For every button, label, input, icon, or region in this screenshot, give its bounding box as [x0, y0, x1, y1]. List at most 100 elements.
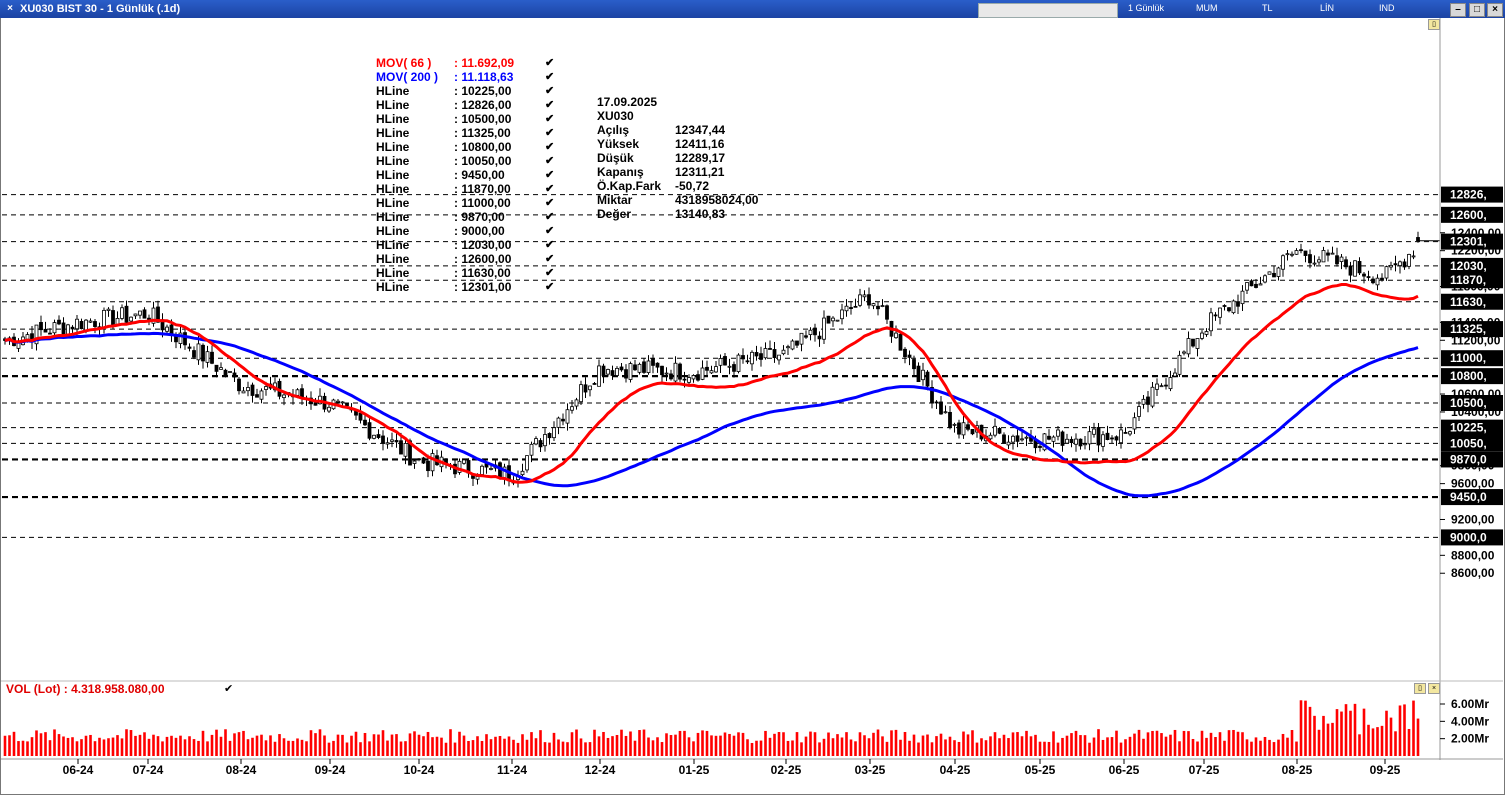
candle-body	[592, 383, 597, 385]
volume-bar	[71, 737, 74, 756]
check-icon[interactable]: ✔	[545, 85, 555, 97]
candle-body	[1056, 429, 1060, 437]
check-icon[interactable]: ✔	[545, 71, 555, 83]
close-icon[interactable]: ×	[7, 3, 13, 14]
candle-body	[1411, 255, 1416, 258]
volume-bar	[363, 732, 367, 756]
volume-bar	[836, 734, 839, 756]
volume-bar	[1250, 741, 1253, 756]
volume-bar	[939, 733, 943, 756]
hline-label: 9000,0	[1450, 530, 1487, 544]
check-icon[interactable]: ✔	[545, 141, 555, 153]
candle-body	[475, 476, 480, 480]
volume-bar	[116, 735, 119, 756]
candle-body	[574, 399, 579, 407]
period-button[interactable]: 1 Günlük	[1128, 3, 1165, 13]
check-icon[interactable]: ✔	[545, 197, 555, 209]
candle-body	[210, 351, 214, 364]
info-symbol: XU030	[597, 109, 634, 123]
candle-body	[34, 324, 39, 345]
check-icon[interactable]: ✔	[545, 113, 555, 125]
candle-body	[1308, 254, 1312, 264]
candle-body	[894, 332, 898, 339]
volume-panel-button[interactable]: ▯	[1414, 683, 1426, 694]
candle-body	[138, 310, 142, 316]
volume-bar	[557, 739, 560, 756]
volume-bar	[570, 732, 574, 756]
currency-button[interactable]: TL	[1262, 3, 1273, 13]
check-icon[interactable]: ✔	[545, 225, 555, 237]
x-tick-label: 08-25	[1282, 763, 1313, 777]
candle-body	[426, 460, 430, 472]
volume-bar	[800, 742, 803, 756]
volume-bar	[719, 735, 722, 756]
candle-body	[385, 442, 390, 445]
volume-bar	[647, 737, 650, 756]
candle-body	[246, 387, 250, 392]
candle-body	[381, 435, 385, 444]
check-icon[interactable]: ✔	[545, 169, 555, 181]
candle-body	[952, 423, 957, 426]
candle-body	[363, 419, 367, 426]
volume-bar	[395, 734, 398, 756]
candle-body	[1168, 377, 1173, 390]
check-icon[interactable]: ✔	[545, 99, 555, 111]
check-icon[interactable]: ✔	[545, 253, 555, 265]
scale-button[interactable]: LİN	[1320, 3, 1335, 13]
volume-bar	[296, 738, 299, 756]
volume-bar	[170, 735, 173, 756]
volume-bar	[1110, 737, 1114, 756]
volume-bar	[1205, 737, 1208, 756]
candle-body	[687, 377, 691, 383]
volume-bar	[728, 733, 731, 756]
candle-body	[939, 401, 943, 415]
volume-bar	[1196, 741, 1199, 756]
indicators-button[interactable]: IND	[1379, 3, 1395, 13]
volume-check-icon[interactable]: ✔	[224, 683, 234, 695]
check-icon[interactable]: ✔	[545, 239, 555, 251]
candle-body	[813, 327, 817, 336]
volume-tick-label: 2.00Mr	[1451, 732, 1489, 746]
candle-body	[588, 385, 592, 391]
candle-body	[876, 305, 880, 310]
candle-body	[651, 357, 655, 366]
volume-bar	[372, 734, 376, 756]
candle-body	[732, 364, 736, 372]
window-close-icon[interactable]: ×	[1487, 3, 1503, 17]
volume-bar	[102, 739, 106, 756]
toolbar-icons[interactable]	[978, 3, 1118, 18]
volume-bar	[1187, 731, 1190, 756]
minimize-icon[interactable]: –	[1450, 3, 1466, 17]
volume-bar	[525, 739, 529, 756]
check-icon[interactable]: ✔	[545, 127, 555, 139]
window-titlebar: × XU030 BIST 30 - 1 Günlük (.1d) 1 Günlü…	[0, 0, 1505, 18]
volume-bar	[971, 730, 974, 756]
volume-bar	[161, 741, 164, 756]
candle-body	[853, 305, 858, 308]
check-icon[interactable]: ✔	[545, 155, 555, 167]
maximize-icon[interactable]: □	[1469, 3, 1485, 17]
candle-body	[327, 406, 331, 412]
candle-body	[759, 353, 763, 360]
check-icon[interactable]: ✔	[545, 57, 555, 69]
check-icon[interactable]: ✔	[545, 267, 555, 279]
volume-bar	[908, 740, 911, 756]
volume-bar	[1245, 739, 1249, 756]
volume-bar	[876, 729, 880, 756]
volume-bar	[485, 734, 488, 756]
candle-body	[646, 360, 651, 373]
volume-bar	[233, 733, 236, 756]
volume-bar	[125, 729, 128, 756]
volume-bar	[791, 740, 794, 756]
style-button[interactable]: MUM	[1196, 3, 1218, 13]
candle-body	[1060, 431, 1065, 446]
check-icon[interactable]: ✔	[545, 281, 555, 293]
check-icon[interactable]: ✔	[545, 183, 555, 195]
candle-body	[1078, 438, 1083, 447]
legend-item-label: HLine	[376, 154, 410, 168]
volume-bar	[1304, 700, 1307, 756]
check-icon[interactable]: ✔	[545, 211, 555, 223]
candle-body	[781, 349, 786, 355]
candle-body	[1254, 283, 1258, 288]
